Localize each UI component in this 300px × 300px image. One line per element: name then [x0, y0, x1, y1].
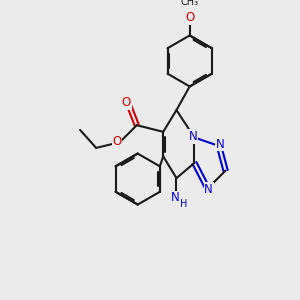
Text: N: N [171, 191, 180, 205]
Text: N: N [189, 130, 198, 143]
Text: O: O [122, 96, 131, 109]
Text: N: N [215, 138, 224, 151]
Text: N: N [204, 183, 213, 196]
Text: O: O [112, 135, 122, 148]
Text: O: O [185, 11, 194, 24]
Text: H: H [180, 199, 188, 208]
Text: CH₃: CH₃ [181, 0, 199, 8]
